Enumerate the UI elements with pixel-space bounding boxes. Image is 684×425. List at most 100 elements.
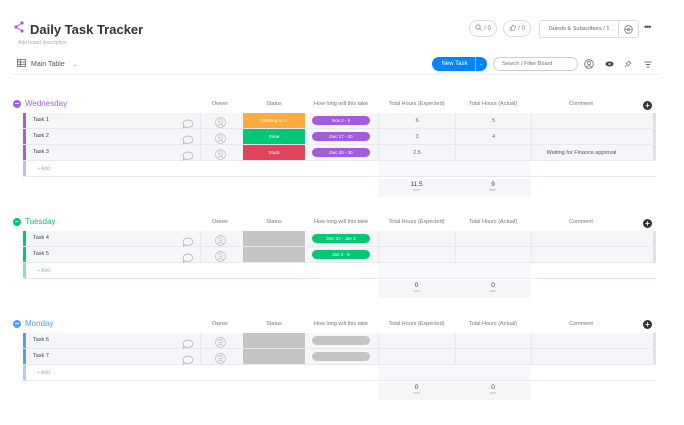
col-expected-header[interactable]: Total Hours (Expected) [388, 321, 445, 327]
table-row[interactable]: Task 4 Dec 31 - Jan 3 [23, 231, 656, 247]
owner-avatar-icon[interactable] [215, 131, 226, 149]
col-status-header[interactable]: Status [266, 219, 282, 225]
table-row[interactable]: Task 6 - [23, 333, 656, 349]
col-timeline-header[interactable]: How long will this take [313, 321, 369, 327]
person-filter-icon[interactable] [583, 58, 595, 70]
timeline-pill[interactable]: Jan 3 - 5 [312, 250, 370, 259]
col-status-header[interactable]: Status [266, 321, 282, 327]
add-task-label[interactable]: + Add [37, 370, 50, 376]
pin-icon[interactable] [622, 58, 634, 70]
actual-hours[interactable] [455, 333, 531, 348]
comment-cell[interactable] [531, 333, 631, 348]
add-task-row[interactable]: + Add [23, 365, 656, 381]
add-column-icon[interactable]: + [643, 219, 652, 228]
add-column-icon[interactable]: + [643, 320, 652, 329]
col-expected-header[interactable]: Total Hours (Expected) [388, 101, 445, 107]
actual-hours[interactable]: 5 [455, 113, 531, 128]
integration-icon[interactable] [618, 21, 638, 37]
group-wednesday-title[interactable]: Wednesday [13, 99, 67, 108]
guests-subscribers-button[interactable]: Guests & Subscribers / 1 [539, 20, 639, 38]
col-timeline-header[interactable]: How long will this take [313, 101, 369, 107]
status-badge[interactable] [243, 333, 305, 348]
board-title[interactable]: Daily Task Tracker [30, 21, 144, 37]
expected-hours[interactable]: 6 [378, 113, 455, 128]
status-badge[interactable]: Stuck [243, 145, 305, 160]
chevron-down-icon[interactable]: ⌄ [475, 57, 487, 71]
chat-bubble-icon[interactable] [182, 352, 194, 370]
comment-cell[interactable] [531, 247, 631, 262]
table-row[interactable]: Task 3 Stuck Dec 20 - 30 2.5 Waiting for… [23, 145, 656, 161]
col-status-header[interactable]: Status [266, 101, 282, 107]
col-actual-header[interactable]: Total Hours (Actual) [468, 101, 518, 107]
actual-hours[interactable] [455, 247, 531, 262]
likes-button[interactable]: / 0 [503, 20, 531, 37]
col-expected-header[interactable]: Total Hours (Expected) [388, 219, 445, 225]
add-task-row[interactable]: + Add [23, 263, 656, 279]
task-name[interactable]: Task 4 [33, 235, 49, 241]
chat-bubble-icon[interactable] [182, 250, 194, 268]
table-row[interactable]: Task 5 Jan 3 - 5 [23, 247, 656, 263]
col-actual-header[interactable]: Total Hours (Actual) [468, 321, 518, 327]
owner-avatar-icon[interactable] [215, 351, 226, 369]
col-comment-header[interactable]: Comment [569, 101, 593, 107]
comment-cell[interactable] [531, 231, 631, 246]
status-badge[interactable] [243, 349, 305, 364]
actual-hours[interactable] [455, 145, 531, 160]
group-collapse-icon[interactable] [13, 217, 21, 226]
task-name[interactable]: Task 3 [33, 149, 49, 155]
chat-bubble-icon[interactable] [182, 234, 194, 252]
group-monday-title[interactable]: Monday [13, 319, 53, 328]
col-owner-header[interactable]: Owner [211, 321, 229, 327]
share-icon[interactable] [14, 20, 24, 38]
add-column-icon[interactable]: + [643, 101, 652, 110]
timeline-pill[interactable]: - [312, 336, 370, 345]
expected-hours[interactable]: 3 [378, 129, 455, 144]
comment-cell[interactable] [531, 129, 631, 144]
expected-hours[interactable] [378, 247, 455, 262]
chat-bubble-icon[interactable] [182, 148, 194, 166]
activity-button[interactable]: / 0 [469, 20, 497, 37]
expected-hours[interactable] [378, 333, 455, 348]
timeline-pill[interactable]: Dec 31 - Jan 3 [312, 234, 370, 243]
add-task-row[interactable]: + Add [23, 161, 656, 177]
owner-avatar-icon[interactable] [215, 335, 226, 353]
col-owner-header[interactable]: Owner [211, 101, 229, 107]
task-name[interactable]: Task 6 [33, 337, 49, 343]
actual-hours[interactable] [455, 231, 531, 246]
expected-hours[interactable] [378, 231, 455, 246]
table-row[interactable]: Task 2 Done Dec 17 - 20 3 4 [23, 129, 656, 145]
status-badge[interactable]: Done [243, 129, 305, 144]
filter-icon[interactable] [642, 58, 654, 70]
search-input[interactable] [493, 57, 578, 71]
owner-avatar-icon[interactable] [215, 249, 226, 267]
timeline-pill[interactable]: Dec 17 - 20 [312, 132, 370, 141]
timeline-pill[interactable]: - [312, 352, 370, 361]
task-name[interactable]: Task 2 [33, 133, 49, 139]
status-badge[interactable] [243, 247, 305, 262]
comment-cell[interactable] [531, 113, 631, 128]
owner-avatar-icon[interactable] [215, 147, 226, 165]
more-options-button[interactable]: ••• [644, 22, 652, 32]
status-badge[interactable] [243, 231, 305, 246]
timeline-pill[interactable]: Dec 20 - 30 [312, 148, 370, 157]
col-timeline-header[interactable]: How long will this take [313, 219, 369, 225]
chat-bubble-icon[interactable] [182, 132, 194, 150]
comment-cell[interactable]: Waiting for Finance approval [531, 145, 631, 160]
timeline-pill[interactable]: Nov 2 - 5 [312, 116, 370, 125]
col-actual-header[interactable]: Total Hours (Actual) [468, 219, 518, 225]
col-comment-header[interactable]: Comment [569, 321, 593, 327]
add-task-label[interactable]: + Add [37, 166, 50, 172]
board-description[interactable]: Add board description [18, 40, 67, 46]
chat-bubble-icon[interactable] [182, 116, 194, 134]
task-name[interactable]: Task 7 [33, 353, 49, 359]
group-tuesday-title[interactable]: Tuesday [13, 217, 55, 226]
view-selector[interactable]: Main Table ⌄ [17, 59, 78, 69]
group-collapse-icon[interactable] [13, 99, 21, 108]
owner-avatar-icon[interactable] [215, 233, 226, 251]
status-badge[interactable]: Working on it [243, 113, 305, 128]
col-comment-header[interactable]: Comment [569, 219, 593, 225]
eye-icon[interactable] [603, 58, 615, 70]
expected-hours[interactable] [378, 349, 455, 364]
expected-hours[interactable]: 2.5 [378, 145, 455, 160]
add-task-label[interactable]: + Add [37, 268, 50, 274]
